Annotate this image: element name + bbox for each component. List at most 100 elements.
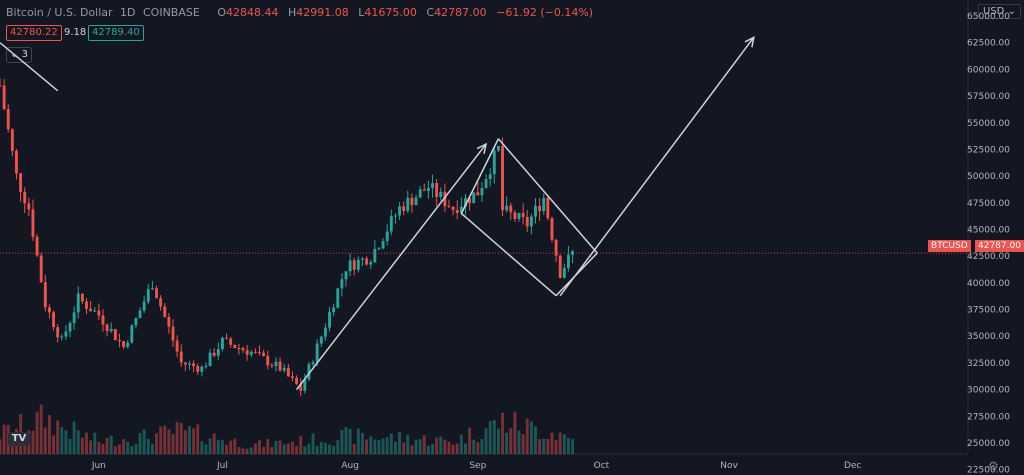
volume-bar	[212, 433, 216, 454]
volume-bar	[229, 440, 233, 454]
candle-body	[93, 310, 97, 312]
candle-body	[80, 293, 84, 302]
candle-body	[15, 150, 18, 174]
y-tick-label: 52500.00	[967, 145, 1010, 155]
last-price-label: 42787.00	[975, 240, 1024, 252]
volume-bar	[393, 441, 397, 454]
candle-body	[538, 205, 542, 212]
sell-price-button[interactable]: 42780.22	[6, 25, 62, 41]
candle-body	[319, 336, 323, 344]
candle-body	[311, 362, 315, 365]
candle-body	[468, 198, 472, 204]
spread-value: 9.18	[64, 27, 87, 38]
candle-body	[431, 183, 434, 188]
candle-body	[385, 231, 389, 242]
volume-bar	[291, 441, 294, 454]
candle-body	[220, 337, 224, 350]
candle-body	[571, 251, 575, 255]
trend-arrow-line	[559, 36, 755, 297]
candle-body	[496, 145, 500, 151]
buy-price-button[interactable]: 42789.40	[88, 25, 144, 41]
volume-bar	[101, 444, 105, 454]
volume-bar	[220, 440, 224, 454]
y-tick-label: 40000.00	[967, 279, 1010, 289]
candle-body	[19, 173, 23, 192]
candle-body	[501, 145, 504, 211]
volume-bar	[315, 445, 319, 454]
candle-body	[212, 352, 216, 356]
volume-bar	[0, 439, 2, 454]
volume-bar	[328, 444, 331, 454]
gear-icon[interactable]: ⚙	[988, 459, 999, 473]
volume-bar	[307, 443, 311, 454]
open-label: O	[217, 6, 226, 19]
candle-body	[402, 206, 406, 212]
candle-body	[315, 343, 319, 363]
candle-body	[200, 366, 204, 372]
candle-body	[529, 216, 533, 227]
volume-bar	[480, 439, 484, 454]
volume-bar	[431, 443, 434, 454]
volume-bar	[192, 428, 196, 454]
volume-bar	[418, 439, 422, 454]
symbol-title[interactable]: Bitcoin / U.S. Dollar 1D COINBASE	[6, 6, 207, 19]
candle-body	[68, 322, 72, 332]
trend-arrow-line	[295, 143, 487, 391]
candle-body	[505, 205, 509, 211]
volume-bar	[529, 421, 533, 454]
volume-bar	[567, 437, 570, 454]
change-value: −61.92 (−0.14%)	[496, 6, 594, 19]
volume-bar	[126, 441, 130, 454]
volume-bar	[554, 439, 558, 454]
volume-bar	[468, 427, 472, 454]
volume-bar	[134, 444, 138, 454]
volume-bar	[377, 439, 381, 454]
volume-bar	[179, 422, 183, 454]
candle-body	[562, 268, 566, 278]
volume-bar	[278, 440, 282, 454]
candle-body	[567, 254, 570, 269]
candle-body	[550, 218, 554, 240]
candle-body	[361, 258, 364, 260]
candle-body	[72, 312, 76, 323]
volume-bar	[68, 438, 72, 454]
arrow-head	[744, 35, 755, 48]
candle-body	[558, 255, 562, 278]
candle-body	[282, 367, 286, 371]
volume-bar	[381, 438, 385, 454]
candle-body	[323, 327, 327, 337]
volume-bar	[60, 427, 64, 454]
volume-bar	[35, 411, 39, 454]
volume-bar	[550, 432, 554, 454]
volume-bar	[455, 443, 459, 454]
candle-body	[344, 271, 348, 280]
arrow-head	[476, 142, 488, 155]
candle-body	[192, 363, 196, 367]
volume-bar	[155, 433, 158, 454]
volume-bar	[233, 438, 237, 454]
candle-body	[414, 197, 418, 206]
volume-bar	[562, 434, 566, 454]
volume-bar	[373, 439, 377, 454]
currency-selector[interactable]: USD ⌄	[978, 4, 1021, 19]
volume-bar	[253, 443, 257, 454]
y-tick-label: 35000.00	[967, 332, 1010, 342]
candle-body	[365, 258, 369, 265]
candle-body	[422, 189, 426, 191]
volume-bar	[188, 426, 191, 454]
volume-bar	[517, 430, 521, 454]
volume-bar	[459, 434, 463, 454]
y-tick-label: 42500.00	[967, 252, 1010, 262]
candle-body	[167, 316, 171, 327]
candle-body	[130, 325, 134, 343]
candle-body	[517, 212, 521, 219]
candle-body	[23, 191, 27, 204]
last-price-symbol-label: BTCUSD	[928, 240, 971, 252]
candle-body	[459, 206, 463, 213]
exchange-label: COINBASE	[143, 6, 200, 19]
volume-bar	[348, 428, 352, 454]
volume-bar	[332, 445, 336, 454]
candle-body	[480, 187, 484, 196]
volume-bar	[262, 446, 266, 454]
